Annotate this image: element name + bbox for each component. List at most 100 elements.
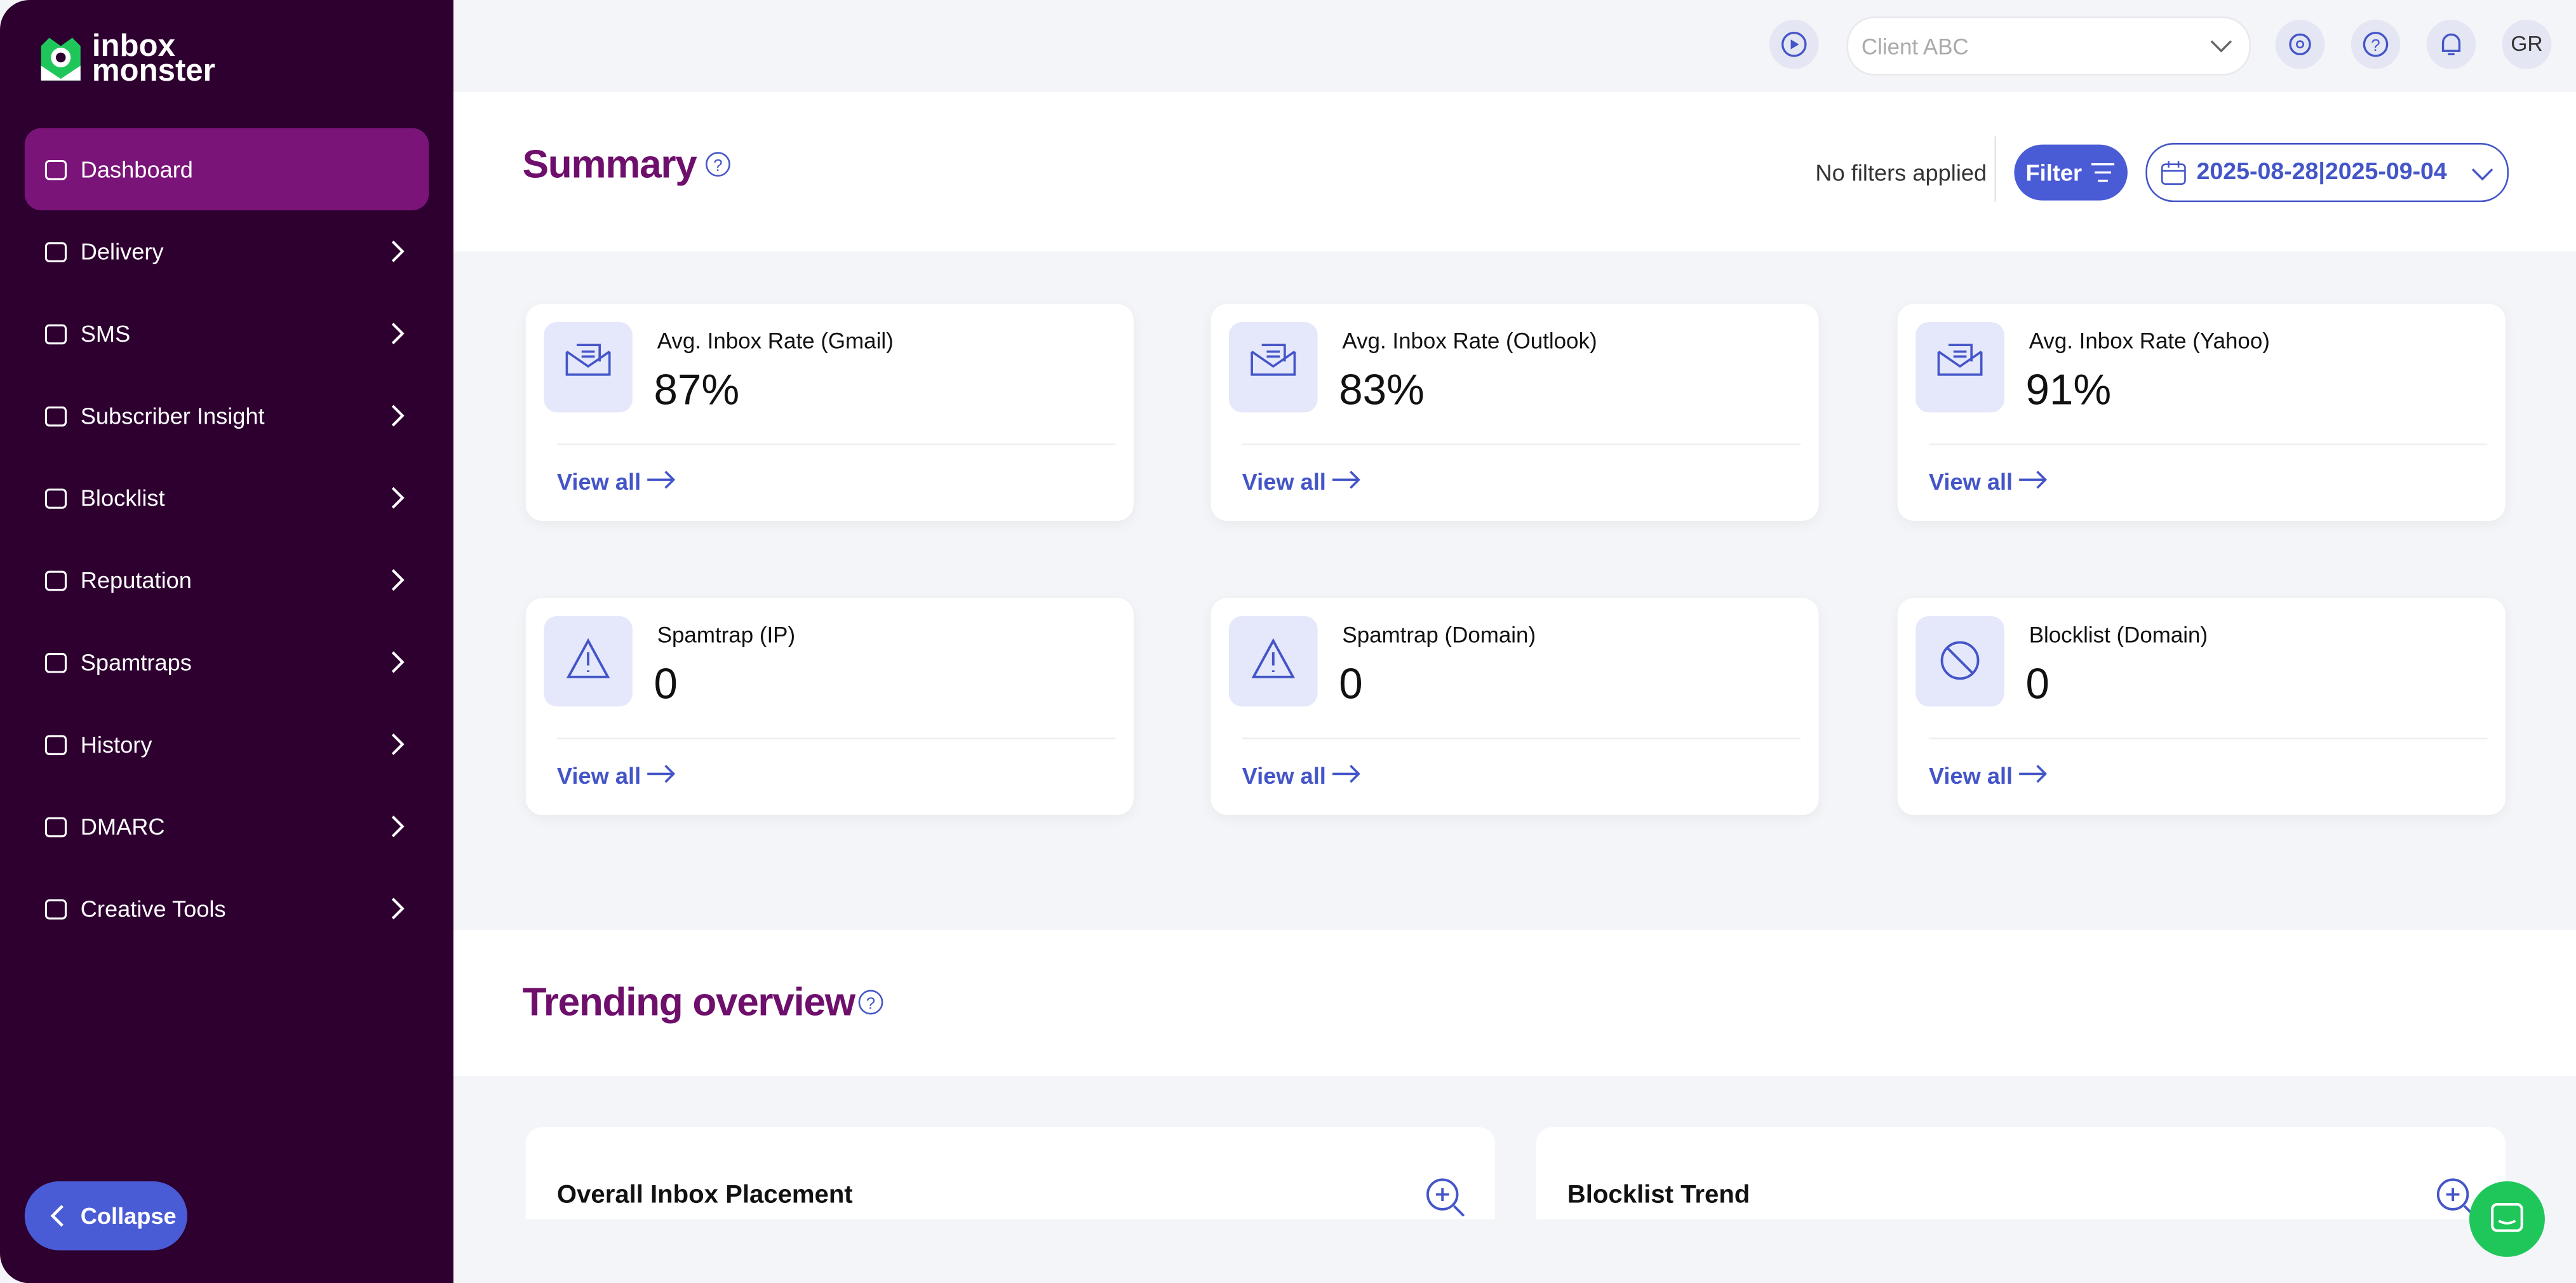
filter-button[interactable]: Filter <box>2014 144 2128 201</box>
notifications-button[interactable] <box>2426 20 2476 69</box>
icon-part <box>44 406 67 427</box>
svg-text:?: ? <box>713 157 722 175</box>
info-icon: ? <box>858 990 883 1015</box>
icon-part <box>1945 646 1975 675</box>
card-divider <box>1242 443 1801 446</box>
icon-part <box>565 344 611 376</box>
icon-part <box>1332 471 1361 489</box>
stat-card: Spamtrap (IP) 0 View all <box>525 598 1134 816</box>
card-divider <box>1242 737 1801 740</box>
nav-item[interactable]: Reputation <box>25 539 429 621</box>
icon-part <box>1251 638 1296 678</box>
client-label: Client ABC <box>1861 34 1969 58</box>
logo-line: monster <box>91 54 215 89</box>
card-divider <box>1928 443 2488 446</box>
view-all-link[interactable]: View all <box>556 468 679 495</box>
icon-part <box>1251 638 1296 678</box>
filters-status: No filters applied <box>1815 159 1987 186</box>
avatar[interactable]: GR <box>2502 20 2552 69</box>
chat-button[interactable] <box>2469 1181 2545 1257</box>
nav-label: DMARC <box>80 813 165 840</box>
collapse-button[interactable]: Collapse <box>24 1181 187 1251</box>
icon-part <box>391 897 405 920</box>
summary-header: Summary ? No filters applied Filter 2025… <box>453 91 2576 252</box>
date-range-picker[interactable]: 2025-08-28|2025-09-04 <box>2145 143 2509 203</box>
icon-part <box>44 899 67 920</box>
card-label: Avg. Inbox Rate (Gmail) <box>657 328 894 354</box>
view-all-link[interactable]: View all <box>556 762 679 789</box>
nav-label: Spamtraps <box>80 648 192 676</box>
zoom-button[interactable] <box>2435 1176 2478 1219</box>
card-value: 0 <box>2025 659 2049 708</box>
icon-part <box>391 816 405 838</box>
link-label: View all <box>1928 468 2013 495</box>
info-icon: ? <box>706 152 730 177</box>
nav-item[interactable]: Blocklist <box>25 457 429 539</box>
chart-panel: Blocklist Trend <box>1536 1127 2506 1219</box>
card-value: 91% <box>2025 365 2112 414</box>
card-label: Blocklist (Domain) <box>2029 622 2208 648</box>
icon-part <box>2019 765 2048 783</box>
icon-part <box>1251 344 1296 376</box>
icon-part <box>647 765 676 783</box>
link-label: View all <box>556 468 641 495</box>
svg-text:?: ? <box>2371 37 2380 55</box>
settings-button[interactable] <box>2275 20 2325 69</box>
stat-card: Spamtrap (Domain) 0 View all <box>1211 598 1819 816</box>
filter-label: Filter <box>2025 159 2083 186</box>
icon-part <box>391 733 405 755</box>
nav-item[interactable]: Dashboard <box>24 128 429 211</box>
client-select[interactable]: Client ABC <box>1846 16 2251 76</box>
chevron <box>391 733 405 755</box>
link-label: View all <box>556 762 641 789</box>
nav-item[interactable]: Creative Tools <box>25 868 429 950</box>
nav-icon <box>44 324 67 345</box>
link-label: View all <box>1242 762 1326 789</box>
card-label: Avg. Inbox Rate (Outlook) <box>1342 328 1597 354</box>
card-icon <box>1915 616 2004 707</box>
nav-item[interactable]: Delivery <box>25 210 429 292</box>
chevron <box>391 240 405 262</box>
nav-icon <box>44 488 67 509</box>
icon-part <box>44 652 67 673</box>
link-label: View all <box>1242 468 1326 495</box>
nav-item[interactable]: SMS <box>25 292 429 374</box>
icon-part <box>1435 1188 1465 1217</box>
icon-part <box>647 471 676 489</box>
panel-title: Overall Inbox Placement <box>556 1181 853 1209</box>
chev-left <box>50 1205 64 1227</box>
nav-label: Blocklist <box>80 485 165 511</box>
icon-part <box>1251 344 1296 376</box>
sidebar: inbox monster Collapse Dashboard Delivery S… <box>0 0 453 1283</box>
view-all-link[interactable]: View all <box>1929 762 2051 789</box>
view-all-link[interactable]: View all <box>1928 468 2051 495</box>
icon-part <box>1332 765 1361 783</box>
card-icon <box>1915 322 2004 413</box>
divider <box>1994 136 1996 203</box>
icon-part <box>44 570 67 591</box>
icon-part <box>1332 471 1361 489</box>
card-label: Spamtrap (IP) <box>657 622 796 648</box>
nav-item[interactable]: Spamtraps <box>25 621 429 703</box>
icon-part <box>44 735 67 755</box>
nav-icon <box>44 570 67 591</box>
nav-item[interactable]: Subscriber Insight <box>25 375 429 457</box>
nav-item[interactable]: History <box>25 703 429 785</box>
icon-part <box>566 638 610 678</box>
card-value: 0 <box>654 659 678 708</box>
icon-part <box>1940 641 1980 680</box>
date-range-label: 2025-08-28|2025-09-04 <box>2196 159 2447 186</box>
play-button[interactable] <box>1769 20 1819 69</box>
zoom-button[interactable] <box>1425 1176 1467 1219</box>
nav-item[interactable]: DMARC <box>25 785 429 867</box>
card-label: Spamtrap (Domain) <box>1342 622 1536 648</box>
view-all-link[interactable]: View all <box>1242 468 1364 495</box>
view-all-link[interactable]: View all <box>1242 762 1364 789</box>
icon-part <box>44 159 67 180</box>
icon-part <box>2019 471 2048 489</box>
icon-part <box>2019 765 2048 783</box>
card-icon <box>1228 616 1318 707</box>
nav-icon <box>44 899 67 920</box>
help-button[interactable]: ? <box>2351 20 2401 69</box>
